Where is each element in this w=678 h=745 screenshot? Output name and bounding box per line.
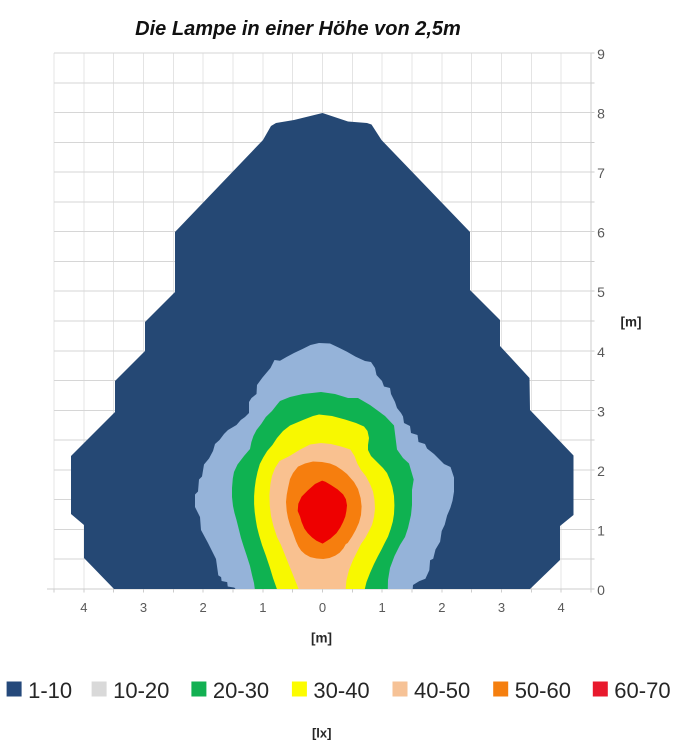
svg-text:20-30: 20-30 [213, 678, 269, 703]
svg-text:5: 5 [597, 284, 605, 300]
svg-text:4: 4 [597, 344, 605, 360]
svg-text:[m]: [m] [621, 315, 642, 330]
svg-text:7: 7 [597, 165, 605, 181]
svg-text:0: 0 [319, 600, 326, 615]
svg-text:2: 2 [597, 463, 605, 479]
svg-text:3: 3 [498, 600, 505, 615]
svg-text:2: 2 [438, 600, 445, 615]
svg-text:Die Lampe in einer Höhe von 2,: Die Lampe in einer Höhe von 2,5m [135, 18, 461, 40]
svg-text:1: 1 [597, 522, 605, 538]
svg-text:0: 0 [597, 582, 605, 598]
svg-text:60-70: 60-70 [614, 678, 670, 703]
svg-text:1: 1 [379, 600, 386, 615]
svg-text:50-60: 50-60 [515, 678, 571, 703]
svg-text:3: 3 [597, 403, 605, 419]
svg-text:40-50: 40-50 [414, 678, 470, 703]
svg-text:3: 3 [140, 600, 147, 615]
svg-text:6: 6 [597, 225, 605, 241]
svg-text:8: 8 [597, 106, 605, 122]
svg-text:[lx]: [lx] [312, 726, 332, 741]
svg-text:2: 2 [200, 600, 207, 615]
svg-text:4: 4 [80, 600, 87, 615]
svg-text:9: 9 [597, 46, 605, 62]
svg-text:1-10: 1-10 [28, 678, 72, 703]
svg-text:10-20: 10-20 [113, 678, 169, 703]
svg-text:30-40: 30-40 [313, 678, 369, 703]
svg-text:[m]: [m] [311, 631, 332, 646]
svg-text:4: 4 [558, 600, 565, 615]
svg-text:1: 1 [259, 600, 266, 615]
